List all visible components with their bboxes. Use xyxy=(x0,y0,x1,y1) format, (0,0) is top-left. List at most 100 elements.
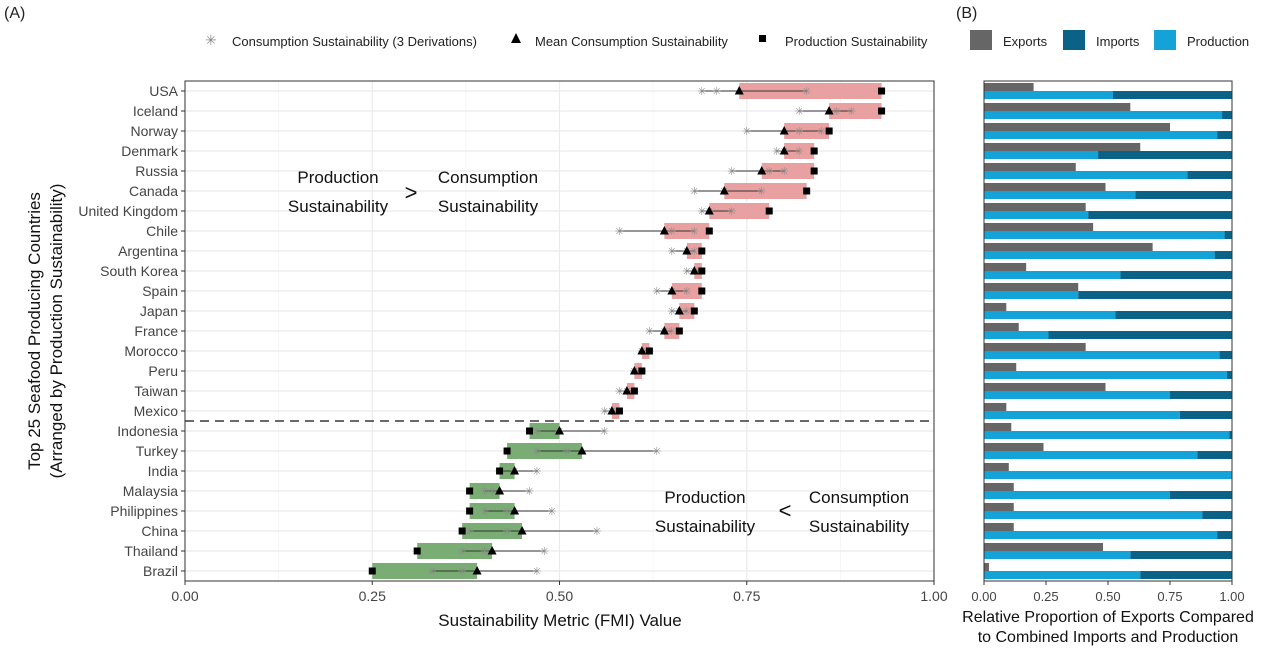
annotation-upper-right-1: Consumption xyxy=(438,168,538,187)
imports-bar xyxy=(1214,251,1232,259)
exports-bar xyxy=(984,443,1044,451)
production-bar xyxy=(984,391,1170,399)
panel-a-y-tick-labels: USA Iceland Norway Denmark Russia Canada Unite… xyxy=(78,83,185,579)
imports-bar xyxy=(1170,391,1232,399)
x-tick-label: 0.25 xyxy=(1033,589,1058,604)
y-tick-label: Denmark xyxy=(121,143,179,159)
consumption-derivation-point: ✳ xyxy=(502,505,511,518)
mean-consumption-point xyxy=(510,506,520,515)
panel-a-x-ticks: 0.00 0.25 0.50 0.75 1.00 xyxy=(171,581,948,604)
production-bar xyxy=(984,91,1113,99)
production-point xyxy=(698,287,706,295)
legend-mean-marker xyxy=(511,33,521,43)
consumption-derivation-point: ✳ xyxy=(847,105,856,118)
legend-a: ✳ Consumption Sustainability (3 Derivati… xyxy=(205,32,928,49)
exports-bar xyxy=(984,103,1131,111)
legend-imports-label: Imports xyxy=(1096,34,1140,49)
production-point xyxy=(645,347,653,355)
mean-consumption-point xyxy=(517,526,527,535)
consumption-derivation-point: ✳ xyxy=(487,485,496,498)
consumption-derivation-point: ✳ xyxy=(667,305,676,318)
panel-a-marks: ✳ ✳ ✳ ✳ ✳ ✳ ✳ ✳ ✳ ✳ ✳ ✳ ✳ ✳ ✳ ✳ ✳ ✳ ✳ ✳ ✳ ✳ ✳ ✳ ✳ ✳ ✳ ✳ ✳ ✳ ✳ ✳ ✳ ✳ ✳ ✳ ✳ ✳ ✳ ✳… xyxy=(185,83,934,579)
y-tick-label: Philippines xyxy=(110,503,178,519)
consumption-derivation-point: ✳ xyxy=(600,405,609,418)
exports-bar xyxy=(984,543,1104,551)
mean-consumption-point xyxy=(757,166,767,175)
imports-bar xyxy=(1222,111,1232,119)
imports-bar xyxy=(1098,151,1232,159)
production-bar xyxy=(984,271,1121,279)
consumption-derivation-point: ✳ xyxy=(772,145,781,158)
production-bar xyxy=(984,531,1218,539)
production-point xyxy=(526,427,534,435)
sustainability-gap-bar xyxy=(784,143,815,159)
consumption-derivation-point: ✳ xyxy=(697,85,706,98)
exports-bar xyxy=(984,263,1027,271)
imports-bar xyxy=(1229,431,1232,439)
legend-imports-swatch xyxy=(1063,30,1085,50)
legend-consumption-label: Consumption Sustainability (3 Derivation… xyxy=(232,34,477,49)
consumption-derivation-point: ✳ xyxy=(727,165,736,178)
mean-consumption-point xyxy=(667,286,677,295)
mean-consumption-point xyxy=(689,266,699,275)
production-bar xyxy=(984,291,1079,299)
sustainability-gap-bar xyxy=(724,183,807,199)
consumption-derivation-point: ✳ xyxy=(562,445,571,458)
annotation-lower-right-1: Consumption xyxy=(809,488,909,507)
mean-consumption-point xyxy=(472,566,482,575)
production-point xyxy=(698,247,706,255)
production-point xyxy=(690,307,698,315)
consumption-derivation-point: ✳ xyxy=(428,565,437,578)
production-bar xyxy=(984,211,1089,219)
production-point xyxy=(615,407,623,415)
imports-bar xyxy=(1227,371,1232,379)
y-tick-label: Norway xyxy=(131,123,178,139)
y-tick-label: Indonesia xyxy=(117,423,178,439)
y-tick-label: Iceland xyxy=(133,103,178,119)
exports-bar xyxy=(984,223,1094,231)
production-point xyxy=(825,127,833,135)
production-bar xyxy=(984,131,1218,139)
exports-bar xyxy=(984,323,1019,331)
x-tick-label: 1.00 xyxy=(1219,589,1244,604)
panel-b-x-axis-title-2: to Combined Imports and Production xyxy=(978,629,1239,646)
annotation-lower: Production Sustainability < Consumption … xyxy=(655,488,910,536)
consumption-derivation-point: ✳ xyxy=(525,485,534,498)
exports-bar xyxy=(984,303,1007,311)
mean-consumption-point xyxy=(622,386,632,395)
consumption-derivation-point: ✳ xyxy=(667,325,676,338)
consumption-derivation-point: ✳ xyxy=(615,225,624,238)
y-tick-label: France xyxy=(134,323,178,339)
annotation-upper-sign: > xyxy=(405,180,418,205)
imports-bar xyxy=(1217,131,1232,139)
consumption-derivation-point: ✳ xyxy=(795,125,804,138)
x-tick-label: 0.25 xyxy=(359,588,386,604)
consumption-derivation-point: ✳ xyxy=(802,85,811,98)
mean-consumption-point xyxy=(577,446,587,455)
consumption-derivation-point: ✳ xyxy=(682,265,691,278)
imports-bar xyxy=(1217,531,1232,539)
y-tick-label: Morocco xyxy=(124,343,178,359)
legend-consumption-marker: ✳ xyxy=(205,32,217,48)
consumption-derivation-point: ✳ xyxy=(480,545,489,558)
production-point xyxy=(698,267,706,275)
production-point xyxy=(765,207,773,215)
panel-b-marks xyxy=(984,83,1232,579)
exports-bar xyxy=(984,203,1086,211)
sustainability-gap-bar xyxy=(611,403,620,419)
legend-production-swatch-label: Production xyxy=(1187,34,1249,49)
consumption-derivation-point: ✳ xyxy=(465,525,474,538)
production-point xyxy=(368,567,376,575)
sustainability-gap-bar xyxy=(829,103,882,119)
exports-bar xyxy=(984,243,1153,251)
mean-consumption-point xyxy=(607,406,617,415)
production-bar xyxy=(984,251,1215,259)
mean-consumption-point xyxy=(704,206,714,215)
production-point xyxy=(413,547,421,555)
imports-bar xyxy=(1088,211,1232,219)
production-bar xyxy=(984,231,1225,239)
production-point xyxy=(630,387,638,395)
mean-consumption-point xyxy=(682,246,692,255)
production-point xyxy=(675,327,683,335)
consumption-derivation-point: ✳ xyxy=(547,505,556,518)
